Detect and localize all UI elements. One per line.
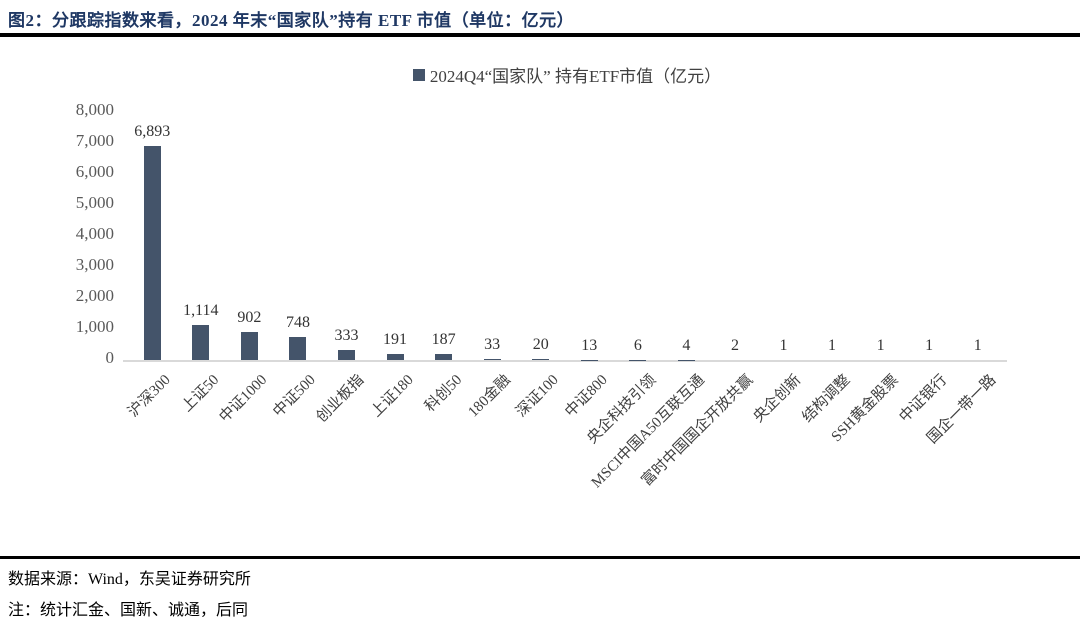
legend-label: 2024Q4“国家队” 持有ETF市值（亿元） <box>429 67 722 86</box>
bar-value-label: 1 <box>876 336 885 354</box>
bar-value-label: 333 <box>334 326 359 344</box>
data-source-text: 数据来源：Wind，东吴证券研究所 <box>8 571 251 588</box>
y-axis-tick-label: 0 <box>105 348 115 367</box>
x-axis-category-label: 中证1000 <box>216 372 271 426</box>
legend-marker-square-icon <box>412 68 425 81</box>
bar-value-label: 748 <box>285 313 310 331</box>
title-divider <box>0 33 1080 37</box>
x-axis-category-label: 上证50 <box>179 372 223 416</box>
x-axis-category-label: 180金融 <box>465 372 514 421</box>
bar-创业板指 <box>338 349 355 360</box>
bar-value-label: 2 <box>730 336 739 354</box>
bar-沪深300 <box>143 146 161 360</box>
bar-value-label: 1 <box>828 336 837 354</box>
bar-value-label: 902 <box>237 309 262 327</box>
bar-value-label: 1 <box>779 336 788 354</box>
bar-上证180 <box>386 354 404 360</box>
figure-title: 图2：分跟踪指数来看，2024 年末“国家队”持有 ETF 市值（单位：亿元） <box>8 11 575 30</box>
y-axis-tick-label: 7,000 <box>75 131 114 150</box>
y-axis-tick-label: 3,000 <box>75 255 114 274</box>
bar-value-label: 191 <box>383 331 408 349</box>
footer-divider <box>0 556 1080 559</box>
bar-value-label: 20 <box>532 336 549 354</box>
bar-value-label: 4 <box>682 336 691 354</box>
x-axis-category-label: 中证500 <box>270 372 320 421</box>
bar-深证100 <box>532 359 550 360</box>
y-axis-tick-label: 2,000 <box>75 286 114 305</box>
bar-value-label: 6 <box>633 336 642 354</box>
bar-value-label: 1,114 <box>183 302 219 320</box>
y-axis-tick-label: 6,000 <box>75 162 114 181</box>
bar-中证500 <box>289 336 307 360</box>
x-axis-category-label: 科创50 <box>421 372 465 416</box>
bar-value-label: 33 <box>484 335 501 353</box>
x-axis-category-label: 沪深300 <box>125 372 174 421</box>
bar-value-label: 13 <box>581 336 598 354</box>
bar-中证1000 <box>240 332 258 360</box>
bar-value-label: 1 <box>925 336 934 354</box>
x-axis-category-label: 创业板指 <box>314 372 368 426</box>
x-axis-category-label: 深证100 <box>513 372 563 421</box>
bar-value-label: 1 <box>973 336 982 354</box>
bar-科创50 <box>435 354 453 360</box>
x-axis-category-label: 中证800 <box>562 372 611 421</box>
x-axis-category-label: 央企创新 <box>751 372 805 426</box>
bar-上证50 <box>192 325 210 360</box>
bar-value-label: 6,893 <box>134 123 171 141</box>
y-axis-tick-label: 8,000 <box>75 100 114 119</box>
bar-value-label: 187 <box>431 331 456 349</box>
x-axis-category-label: 上证180 <box>367 372 417 421</box>
y-axis-tick-label: 1,000 <box>75 317 114 336</box>
y-axis-tick-label: 4,000 <box>75 224 114 243</box>
x-axis-line <box>123 360 1007 362</box>
y-axis-tick-label: 5,000 <box>75 193 114 212</box>
chart-legend: 2024Q4“国家队” 持有ETF市值（亿元） <box>130 62 1004 87</box>
note-text: 注：统计汇金、国新、诚通，后同 <box>8 602 249 619</box>
bar-chart: 0 1,000 2,000 3,000 4,000 5,000 6,000 7,000 8,00… <box>75 100 1007 491</box>
bar-180金融 <box>483 358 501 360</box>
